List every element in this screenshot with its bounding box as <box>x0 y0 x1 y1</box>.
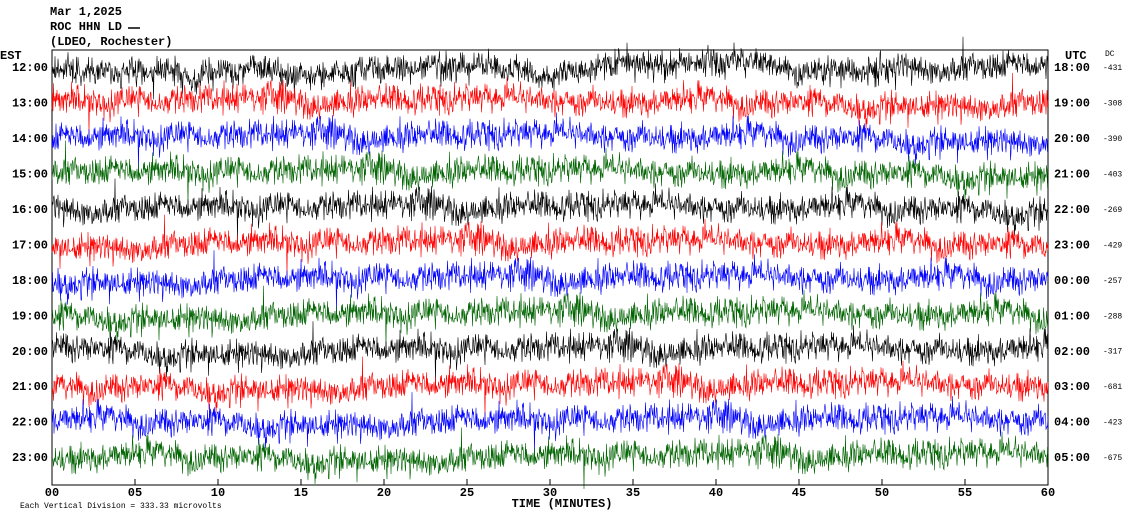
utc-label: 21:00 <box>1054 168 1090 182</box>
x-tick-label: 10 <box>211 486 225 500</box>
trace <box>51 36 1049 100</box>
dc-value: -390 <box>1103 135 1122 144</box>
trace <box>51 250 1049 312</box>
dc-value: -317 <box>1103 348 1122 357</box>
trace <box>51 140 1049 206</box>
utc-label: 02:00 <box>1054 345 1090 359</box>
x-tick-label: 50 <box>875 486 889 500</box>
utc-label: 19:00 <box>1054 97 1090 111</box>
dc-value: -288 <box>1103 312 1122 321</box>
utc-label: 05:00 <box>1054 451 1090 465</box>
dc-value: -308 <box>1103 100 1122 109</box>
trace <box>51 321 1049 383</box>
station: ROC HHN LD <box>50 20 122 34</box>
x-tick-label: 05 <box>128 486 142 500</box>
trace <box>51 178 1049 241</box>
x-axis-label: TIME (MINUTES) <box>512 497 613 511</box>
est-label: 12:00 <box>12 61 48 75</box>
dc-value: -675 <box>1103 454 1122 463</box>
trace <box>51 356 1049 419</box>
utc-label: 00:00 <box>1054 274 1090 288</box>
trace <box>51 285 1049 348</box>
dc-value: -681 <box>1103 383 1122 392</box>
est-label: 13:00 <box>12 97 48 111</box>
x-tick-label: 35 <box>626 486 640 500</box>
x-tick-label: 45 <box>792 486 806 500</box>
dc-label: DC <box>1105 50 1115 59</box>
est-label: 17:00 <box>12 238 48 252</box>
trace <box>51 214 1049 277</box>
est-label: 21:00 <box>12 380 48 394</box>
est-label: 14:00 <box>12 132 48 146</box>
network: (LDEO, Rochester) <box>50 35 172 49</box>
x-tick-label: 30 <box>543 486 557 500</box>
utc-label: 04:00 <box>1054 416 1090 430</box>
trace <box>51 392 1049 454</box>
utc-label: 18:00 <box>1054 61 1090 75</box>
utc-label: 03:00 <box>1054 380 1090 394</box>
x-tick-label: 15 <box>294 486 308 500</box>
right-axis-label: UTC <box>1065 49 1087 63</box>
dc-value: -423 <box>1103 419 1122 428</box>
chart-title: Mar 1,2025 <box>50 5 122 19</box>
utc-label: 20:00 <box>1054 132 1090 146</box>
est-label: 16:00 <box>12 203 48 217</box>
est-label: 22:00 <box>12 416 48 430</box>
est-label: 19:00 <box>12 309 48 323</box>
scale-note: Each Vertical Division = 333.33 microvol… <box>20 502 222 511</box>
left-axis-label: EST <box>0 49 22 63</box>
dc-value: -429 <box>1103 241 1122 250</box>
est-label: 18:00 <box>12 274 48 288</box>
utc-label: 22:00 <box>1054 203 1090 217</box>
x-tick-label: 55 <box>958 486 972 500</box>
est-label: 23:00 <box>12 451 48 465</box>
x-tick-label: 40 <box>709 486 723 500</box>
x-tick-label: 25 <box>460 486 474 500</box>
dc-value: -257 <box>1103 277 1122 286</box>
utc-label: 23:00 <box>1054 238 1090 252</box>
trace <box>51 427 1049 490</box>
x-tick-label: 00 <box>45 486 59 500</box>
dc-value: -403 <box>1103 170 1122 179</box>
dc-value: -431 <box>1103 64 1122 73</box>
x-tick-label: 20 <box>377 486 391 500</box>
dc-value: -269 <box>1103 206 1122 215</box>
x-tick-label: 60 <box>1041 486 1055 500</box>
est-label: 15:00 <box>12 168 48 182</box>
trace <box>51 72 1049 136</box>
trace <box>51 112 1049 171</box>
est-label: 20:00 <box>12 345 48 359</box>
utc-label: 01:00 <box>1054 309 1090 323</box>
